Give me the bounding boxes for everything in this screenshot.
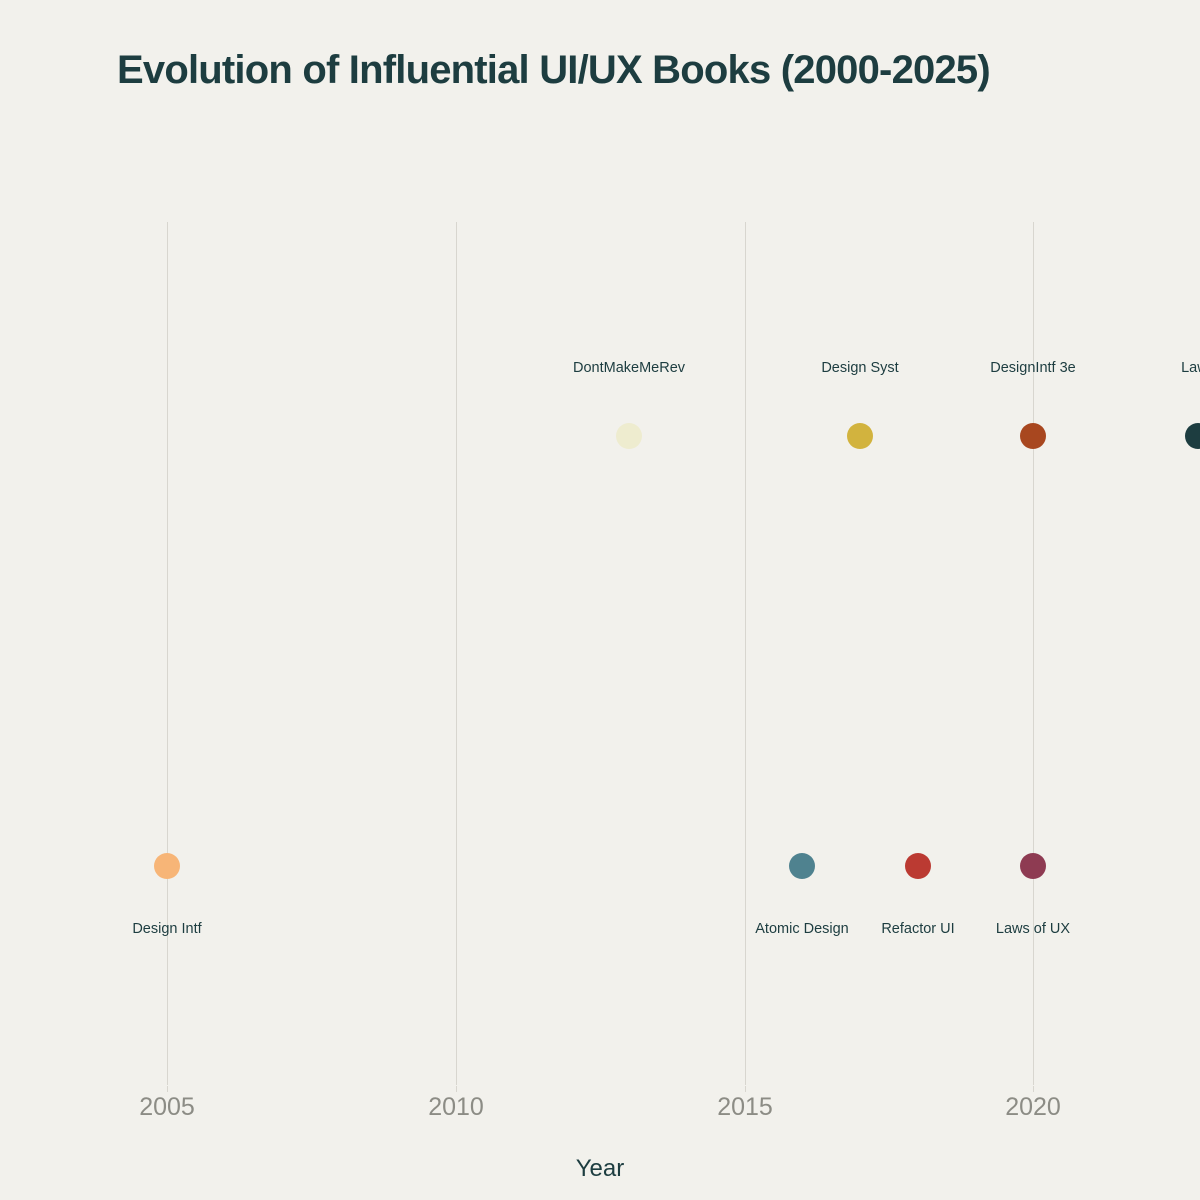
gridline-2020	[1033, 222, 1034, 1085]
point-marker-icon[interactable]	[789, 853, 815, 879]
point-marker-icon[interactable]	[154, 853, 180, 879]
point-label: DesignIntf 3e	[990, 360, 1076, 376]
point-marker-icon[interactable]	[1185, 423, 1200, 449]
point-label: Refactor UI	[881, 921, 955, 937]
point-label: Atomic Design	[755, 921, 849, 937]
tick-mark-2010	[456, 1086, 457, 1092]
x-tick-label-2010: 2010	[428, 1093, 484, 1121]
tick-mark-2005	[167, 1086, 168, 1092]
gridline-2005	[167, 222, 168, 1085]
point-marker-icon[interactable]	[905, 853, 931, 879]
chart-title: Evolution of Influential UI/UX Books (20…	[117, 48, 991, 92]
point-label: Design Syst	[821, 360, 899, 376]
gridline-2015	[745, 222, 746, 1085]
x-tick-label-2015: 2015	[717, 1093, 773, 1121]
point-label: Laws of UX	[995, 921, 1071, 937]
tick-mark-2020	[1033, 1086, 1034, 1092]
x-tick-label-2005: 2005	[139, 1093, 195, 1121]
x-tick-label-2020: 2020	[1005, 1093, 1061, 1121]
gridline-2010	[456, 222, 457, 1085]
x-axis-label: Year	[575, 1155, 625, 1182]
plot-area: Design Intf DontMakeMeRev Atomic Design Des…	[0, 222, 1200, 1092]
point-label: Laws	[1181, 360, 1200, 376]
point-marker-icon[interactable]	[847, 423, 873, 449]
point-label: Design Intf	[132, 921, 202, 937]
point-marker-icon[interactable]	[1020, 423, 1046, 449]
point-label: DontMakeMeRev	[572, 360, 686, 376]
tick-mark-2015	[745, 1086, 746, 1092]
point-marker-icon[interactable]	[1020, 853, 1046, 879]
point-marker-icon[interactable]	[616, 423, 642, 449]
